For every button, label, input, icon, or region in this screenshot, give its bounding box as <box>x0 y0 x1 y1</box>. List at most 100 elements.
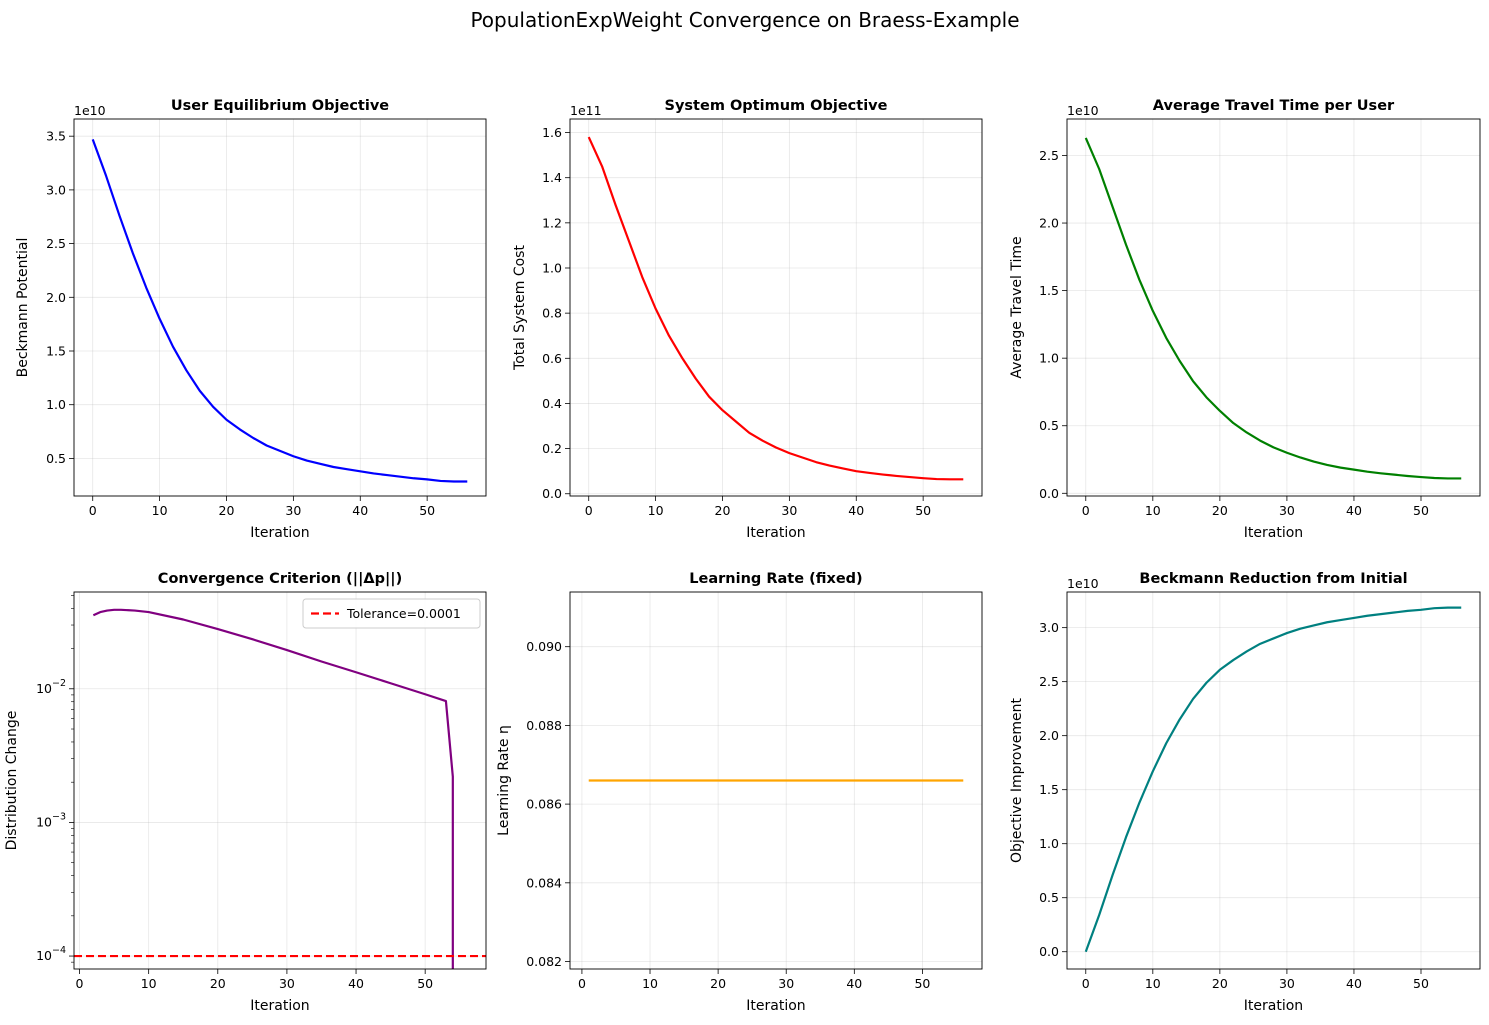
x-tick-label: 20 <box>1212 976 1228 991</box>
subplots: 0 10 20 30 40 50 0.5 1.0 1.5 2.0 2.5 3.0 3.5 User Equ… <box>4 98 1481 1014</box>
x-tick-label: 20 <box>715 503 731 518</box>
x-tick-label: 20 <box>1212 503 1228 518</box>
x-tick-label: 30 <box>279 976 295 991</box>
axes-frame <box>569 118 983 497</box>
y-tick-label: 1.2 <box>542 215 562 230</box>
y-tick-label: 1.0 <box>1039 836 1059 851</box>
y-tick-label: 0.4 <box>542 396 562 411</box>
panel-title: Beckmann Reduction from Initial <box>1139 571 1407 587</box>
y-tick-label: 0.6 <box>542 351 562 366</box>
series-group <box>587 136 964 481</box>
series-group <box>1084 606 1462 953</box>
y-tick-label: 1.5 <box>46 344 66 359</box>
y-tick-label: 3.5 <box>46 129 66 144</box>
y-tick-label: 2.0 <box>1039 728 1059 743</box>
y-tick-label: 0.082 <box>526 954 562 969</box>
x-axis-label: Iteration <box>250 998 309 1014</box>
x-tick-label: 40 <box>348 976 364 991</box>
y-tick-label: 1.0 <box>1039 351 1059 366</box>
x-tick-label: 0 <box>578 976 586 991</box>
x-tick-label: 40 <box>1346 503 1362 518</box>
y-tick-label: 1.5 <box>1039 283 1059 298</box>
x-axis-label: Iteration <box>746 998 805 1014</box>
series-group <box>74 608 486 969</box>
x-tick-label: 20 <box>219 503 235 518</box>
y-tick-label: 0.0 <box>1039 944 1059 959</box>
figure-title: PopulationExpWeight Convergence on Braes… <box>470 8 1019 32</box>
x-tick-label: 0 <box>76 976 84 991</box>
y-tick-label: 3.0 <box>1039 620 1059 635</box>
y-tick-label: 0.8 <box>542 306 562 321</box>
x-axis-label: Iteration <box>746 525 805 541</box>
panel-learning-rate: 0 10 20 30 40 50 0.082 0.084 0.086 0.088 0.090 Lear… <box>496 571 983 1014</box>
x-tick-label: 10 <box>152 503 168 518</box>
y-tick-label: 0.086 <box>526 797 562 812</box>
y-tick-label: 0.088 <box>526 718 562 733</box>
x-tick-label: 40 <box>846 976 862 991</box>
series-line <box>1084 606 1462 953</box>
axes-frame <box>1066 118 1481 497</box>
x-tick-label: 50 <box>1413 976 1429 991</box>
legend: Tolerance=0.0001 <box>302 598 481 629</box>
x-tick-label: 10 <box>1145 976 1161 991</box>
x-tick-label: 50 <box>915 503 931 518</box>
x-tick-label: 50 <box>914 976 930 991</box>
y-tick-label: 10−3 <box>36 811 66 829</box>
x-tick-label: 10 <box>642 976 658 991</box>
x-tick-label: 30 <box>778 976 794 991</box>
axes-frame <box>569 591 983 970</box>
panel-convergence-criterion: 0 10 20 30 40 50 10−4 10−3 10−2 Convergence Crite… <box>4 571 487 1014</box>
axes-frame <box>73 118 487 497</box>
x-tick-label: 30 <box>781 503 797 518</box>
y-axis-label: Objective Improvement <box>1009 697 1025 863</box>
series-line <box>587 136 964 481</box>
y-tick-label: 0.090 <box>526 639 562 654</box>
y-offset-text: 1e10 <box>74 103 106 118</box>
x-axis-label: Iteration <box>1244 525 1303 541</box>
panel-title: Convergence Criterion (||Δp||) <box>158 571 402 587</box>
panel-ue-objective: 0 10 20 30 40 50 0.5 1.0 1.5 2.0 2.5 3.0 3.5 User Equ… <box>15 98 487 541</box>
axes-frame <box>1066 591 1481 970</box>
y-tick-label: 3.0 <box>46 182 66 197</box>
axes-frame <box>73 591 487 970</box>
y-axis-label: Distribution Change <box>4 711 20 851</box>
y-offset-text: 1e11 <box>570 103 602 118</box>
y-tick-label: 1.0 <box>542 260 562 275</box>
series-line <box>92 608 454 969</box>
y-tick-label: 2.0 <box>1039 216 1059 231</box>
series-group <box>1084 137 1462 480</box>
y-tick-label: 1.4 <box>542 170 562 185</box>
x-tick-label: 50 <box>1413 503 1429 518</box>
y-tick-label: 1.0 <box>46 397 66 412</box>
y-tick-label: 10−4 <box>36 945 66 963</box>
x-tick-label: 0 <box>89 503 97 518</box>
y-axis-label: Beckmann Potential <box>15 238 31 378</box>
x-tick-label: 30 <box>1279 976 1295 991</box>
legend-box <box>302 598 481 629</box>
y-axis-label: Average Travel Time <box>1009 236 1025 378</box>
x-axis-label: Iteration <box>250 525 309 541</box>
x-tick-label: 20 <box>710 976 726 991</box>
panel-beckmann-reduction: 0 10 20 30 40 50 0.0 0.5 1.0 1.5 2.0 2.5 3.0 Beckmann… <box>1009 571 1481 1014</box>
x-tick-label: 0 <box>1082 503 1090 518</box>
panel-title: Average Travel Time per User <box>1153 98 1395 114</box>
y-tick-label: 1.5 <box>1039 782 1059 797</box>
panel-title: Learning Rate (fixed) <box>689 571 862 587</box>
x-tick-label: 10 <box>141 976 157 991</box>
panel-title: System Optimum Objective <box>665 98 888 114</box>
x-tick-label: 50 <box>417 976 433 991</box>
y-offset-text: 1e10 <box>1067 103 1099 118</box>
x-tick-label: 40 <box>848 503 864 518</box>
x-tick-label: 0 <box>1082 976 1090 991</box>
x-tick-label: 10 <box>648 503 664 518</box>
x-tick-label: 40 <box>1346 976 1362 991</box>
y-tick-label: 0.0 <box>1039 486 1059 501</box>
x-tick-label: 30 <box>285 503 301 518</box>
panel-so-objective: 0 10 20 30 40 50 0.0 0.2 0.4 0.6 0.8 1.0 1.2 1.4 1.6 Sy… <box>512 98 983 541</box>
y-tick-label: 2.0 <box>46 290 66 305</box>
series-line <box>91 139 468 483</box>
x-tick-label: 10 <box>1145 503 1161 518</box>
x-tick-label: 50 <box>419 503 435 518</box>
y-tick-label: 0.2 <box>542 441 562 456</box>
legend-label: Tolerance=0.0001 <box>346 606 461 621</box>
